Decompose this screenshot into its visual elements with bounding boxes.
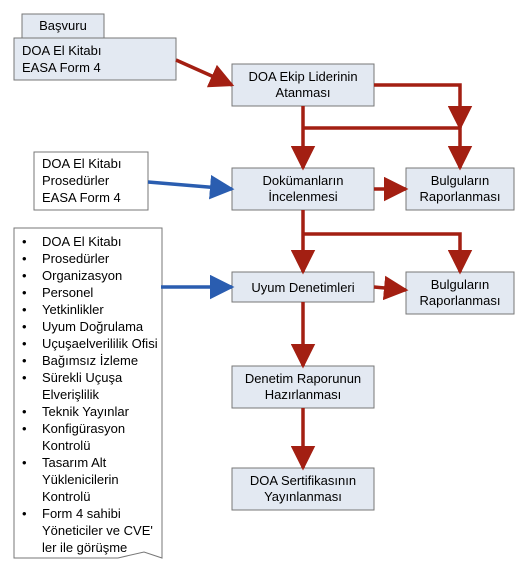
bullet-dot: • <box>22 268 27 283</box>
bullet-line: Kontrolü <box>42 438 90 453</box>
flow-node-label: DOA Sertifikasının <box>250 473 356 488</box>
bullet-line: Yöneticiler ve CVE' <box>42 523 153 538</box>
top-container-line2: EASA Form 4 <box>22 60 101 75</box>
edge <box>374 85 460 128</box>
bullet-dot: • <box>22 336 27 351</box>
bullet-line: Yetkinlikler <box>42 302 104 317</box>
bullet-line: Prosedürler <box>42 251 110 266</box>
flow-node-label: Bulguların <box>431 173 490 188</box>
bullet-line: Teknik Yayınlar <box>42 404 130 419</box>
flow-node-label: İncelenmesi <box>268 189 337 204</box>
edge <box>303 128 460 168</box>
top-small-label: Başvuru <box>39 18 87 33</box>
flow-node-label: Raporlanması <box>420 189 501 204</box>
flow-node-label: Bulguların <box>431 277 490 292</box>
edge <box>176 60 232 85</box>
bullet-dot: • <box>22 506 27 521</box>
edge <box>148 182 232 189</box>
flow-node-label: Uyum Denetimleri <box>251 280 354 295</box>
bullet-line: Sürekli Uçuşa <box>42 370 123 385</box>
bullet-dot: • <box>22 319 27 334</box>
flow-node-label: Yayınlanması <box>264 489 342 504</box>
bullet-dot: • <box>22 370 27 385</box>
bullet-line: Yüklenicilerin <box>42 472 119 487</box>
top-container-line1: DOA El Kitabı <box>22 43 101 58</box>
edge <box>303 234 460 272</box>
bullet-line: Konfigürasyon <box>42 421 125 436</box>
bullet-line: Personel <box>42 285 93 300</box>
edge <box>374 287 406 290</box>
flow-node-label: DOA Ekip Liderinin <box>248 69 357 84</box>
bullet-dot: • <box>22 404 27 419</box>
flow-node-label: Raporlanması <box>420 293 501 308</box>
bullet-line: Uçuşaelverililik Ofisi <box>42 336 158 351</box>
input-box-line: Prosedürler <box>42 173 110 188</box>
bullet-dot: • <box>22 353 27 368</box>
bullet-dot: • <box>22 302 27 317</box>
flow-node-label: Hazırlanması <box>265 387 342 402</box>
flow-node-label: Denetim Raporunun <box>245 371 361 386</box>
bullet-line: Kontrolü <box>42 489 90 504</box>
bullet-line: Bağımsız İzleme <box>42 353 138 368</box>
bullet-dot: • <box>22 455 27 470</box>
bullet-line: Elverişlilik <box>42 387 100 402</box>
bullet-dot: • <box>22 421 27 436</box>
bullet-line: DOA El Kitabı <box>42 234 121 249</box>
bullet-line: Organizasyon <box>42 268 122 283</box>
bullet-line: ler ile görüşme <box>42 540 127 555</box>
flow-node-label: Atanması <box>276 85 331 100</box>
bullet-line: Form 4 sahibi <box>42 506 121 521</box>
input-box-line: DOA El Kitabı <box>42 156 121 171</box>
bullet-line: Uyum Doğrulama <box>42 319 144 334</box>
bullet-dot: • <box>22 234 27 249</box>
bullet-dot: • <box>22 251 27 266</box>
input-box-line: EASA Form 4 <box>42 190 121 205</box>
bullet-line: Tasarım Alt <box>42 455 107 470</box>
flow-node-label: Dokümanların <box>263 173 344 188</box>
bullet-dot: • <box>22 285 27 300</box>
